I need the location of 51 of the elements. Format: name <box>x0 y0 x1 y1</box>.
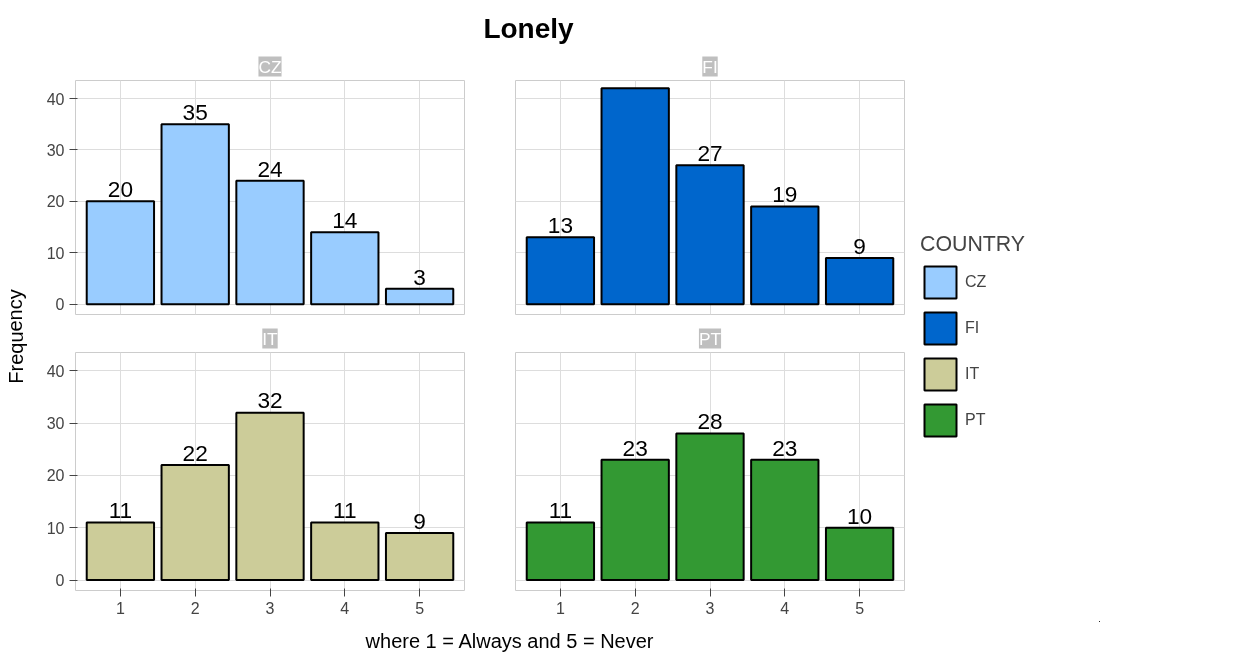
y-tick-label: 30 <box>46 415 65 433</box>
y-tick-label: 40 <box>46 90 65 108</box>
data-label: 11 <box>108 497 133 524</box>
data-label: 35 <box>182 99 208 126</box>
data-label: 19 <box>772 181 798 208</box>
x-tick-label: 1 <box>115 599 125 617</box>
chart-title: IT <box>262 328 279 349</box>
x-tick-label: 1 <box>555 599 565 617</box>
x-tick-label: 5 <box>415 599 425 617</box>
x-tick-label: 4 <box>780 599 790 617</box>
data-label: 9 <box>853 232 866 259</box>
legend-label: IT <box>965 365 981 383</box>
legend-title: COUNTRY <box>920 232 1026 257</box>
chart-title: PT <box>698 328 722 349</box>
y-axis-title: Frequency <box>4 289 27 384</box>
data-label: 20 <box>107 176 133 203</box>
chart-title: CZ <box>258 56 282 77</box>
data-label: 13 <box>547 212 573 239</box>
data-label: 22 <box>182 439 208 466</box>
legend-label: CZ <box>965 273 987 291</box>
y-tick-label: 10 <box>46 519 65 537</box>
legend-label: PT <box>965 411 986 429</box>
legend-label: FI <box>965 319 981 337</box>
data-label: 9 <box>413 507 426 534</box>
x-tick-label: 2 <box>190 599 200 617</box>
text: Lonely <box>483 12 575 44</box>
y-tick-label: 0 <box>55 296 65 314</box>
data-label: 28 <box>697 408 723 435</box>
y-tick-label: 20 <box>46 467 65 485</box>
x-tick-label: 5 <box>855 599 865 617</box>
data-label: 23 <box>772 434 798 461</box>
data-label: 32 <box>257 387 283 414</box>
chart-title: FI <box>702 56 718 77</box>
data-label: 11 <box>333 497 357 524</box>
y-tick-label: 40 <box>46 362 65 380</box>
x-tick-label: 3 <box>705 599 715 617</box>
x-tick-label: 4 <box>340 599 350 617</box>
x-axis-title: where 1 = Always and 5 = Never <box>364 629 654 652</box>
y-tick-label: 0 <box>55 572 65 590</box>
data-label: 11 <box>548 497 573 524</box>
x-tick-label: 2 <box>630 599 640 617</box>
data-label: 24 <box>257 155 283 182</box>
data-label: 14 <box>332 207 358 234</box>
x-tick-label: 3 <box>265 599 275 617</box>
data-label: 23 <box>622 434 648 461</box>
data-label: 10 <box>847 502 873 529</box>
y-tick-label: 10 <box>46 244 65 262</box>
y-tick-label: 30 <box>46 141 65 159</box>
data-label: 3 <box>413 263 426 290</box>
y-tick-label: 20 <box>46 193 65 211</box>
data-label: 27 <box>697 140 723 167</box>
